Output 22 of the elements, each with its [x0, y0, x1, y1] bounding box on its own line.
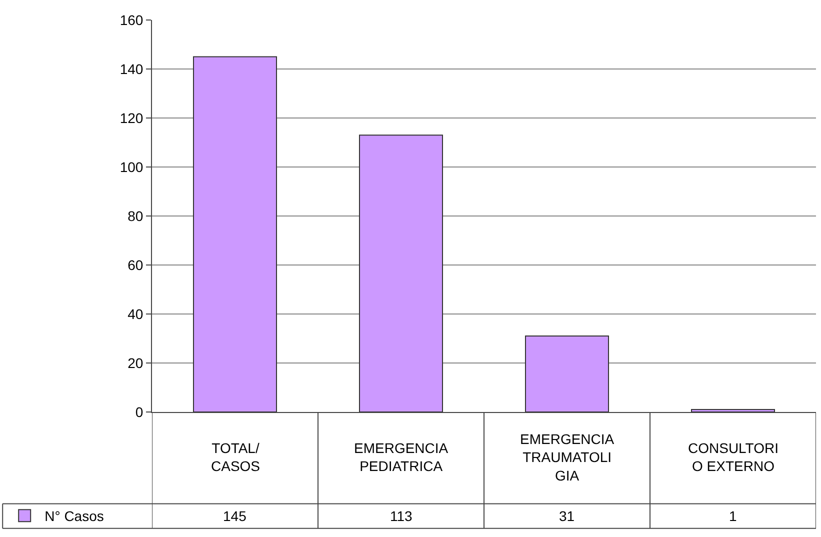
data-label: 31: [559, 508, 575, 524]
bar: [359, 134, 443, 412]
x-tick-label: EMERGENCIA PEDIATRICA: [354, 440, 449, 474]
legend-label: N° Casos: [44, 508, 104, 524]
data-label: 113: [390, 508, 413, 524]
y-tick-label: 40: [128, 306, 144, 322]
x-tick-label: CONSULTORIO EXTERNO: [688, 440, 778, 474]
y-tick-label: 0: [135, 404, 144, 420]
y-tick-label: 60: [128, 256, 144, 273]
y-tick-label: 100: [120, 158, 144, 175]
y-tick-label: 140: [120, 60, 144, 77]
y-tick-label: 20: [128, 354, 144, 371]
data-label: 1: [729, 508, 737, 524]
y-tick-label: 160: [120, 12, 144, 28]
bar: [525, 336, 609, 412]
bar: [193, 56, 277, 412]
y-tick-label: 80: [128, 208, 144, 224]
y-tick-label: 120: [120, 110, 144, 126]
x-tick-label: EMERGENCIA TRAUMATOLIGIA: [520, 431, 615, 484]
x-tick-label: TOTAL/ CASOS: [211, 440, 260, 474]
data-label: 145: [223, 508, 247, 524]
bar: [691, 409, 775, 412]
